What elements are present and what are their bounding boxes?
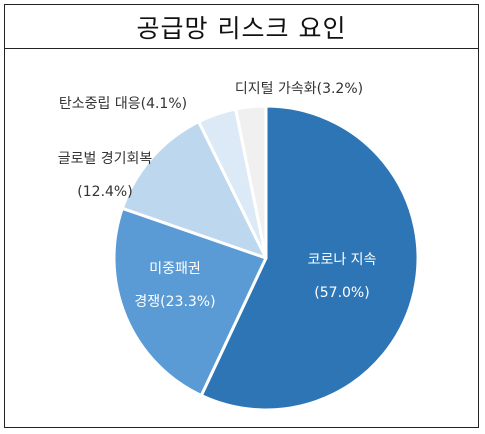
chart-title: 공급망 리스크 요인 [136,13,347,43]
label-digital: 디지털 가속화(3.2%) [235,81,363,97]
slice-corona [199,104,420,412]
label-global-value: (12.4%) [77,184,132,200]
slice-digital [234,104,268,260]
label-carbon: 탄소중립 대응(4.1%) [59,96,187,112]
label-corona-value: (57.0%) [314,285,369,301]
label-uschina-value: 경쟁(23.3%) [134,294,215,310]
slice-global [120,120,268,260]
slice-uschina [112,206,268,398]
label-corona: 코로나 지속 [308,252,377,268]
label-uschina: 미중패권 [149,261,201,277]
title-box: 공급망 리스크 요인 [5,5,478,49]
label-global: 글로벌 경기회복 [58,151,153,167]
